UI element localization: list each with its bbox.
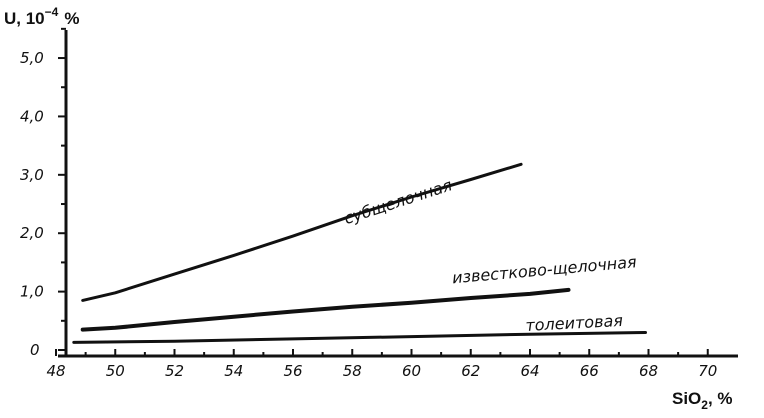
x-axis-title: SiO2, % bbox=[672, 389, 733, 412]
x-tick-label: 50 bbox=[106, 362, 125, 380]
series-lines bbox=[72, 162, 647, 344]
y-ticks: 0 1,0 2,0 3,0 4,0 5,0 bbox=[20, 27, 66, 359]
x-tick-label: 60 bbox=[402, 362, 421, 380]
x-tick-label: 64 bbox=[520, 362, 539, 380]
x-tick-label: 70 bbox=[698, 362, 717, 380]
x-tick-label: 68 bbox=[639, 362, 658, 380]
y-tick-label: 1,0 bbox=[20, 283, 44, 301]
y-tick-label: 3,0 bbox=[20, 166, 44, 184]
x-tick-label: 62 bbox=[461, 362, 480, 380]
x-tick-label: 52 bbox=[165, 362, 184, 380]
x-ticks: 48 50 52 54 56 58 60 62 64 66 68 70 bbox=[46, 349, 717, 380]
series-label: известково-щелочная bbox=[451, 252, 637, 287]
x-tick-label: 58 bbox=[343, 362, 362, 380]
y-tick-label: 5,0 bbox=[20, 49, 44, 67]
x-tick-label: 56 bbox=[283, 362, 302, 380]
y-axis-title: U, 10−4% bbox=[4, 5, 79, 28]
series-label: субщелочная bbox=[342, 175, 455, 228]
series-label: толеитовая bbox=[525, 311, 624, 335]
x-tick-label: 48 bbox=[46, 362, 65, 380]
y-tick-label: 2,0 bbox=[20, 224, 44, 242]
y-tick-label: 4,0 bbox=[20, 107, 44, 125]
series-labels: субщелочная известково-щелочная толеитовая bbox=[342, 175, 638, 335]
y-tick-label: 0 bbox=[30, 341, 40, 359]
series-line bbox=[72, 331, 647, 344]
series-line bbox=[81, 162, 523, 302]
chart-axes bbox=[58, 30, 738, 358]
series-line bbox=[80, 287, 571, 332]
x-tick-label: 54 bbox=[224, 362, 243, 380]
x-tick-label: 66 bbox=[580, 362, 599, 380]
